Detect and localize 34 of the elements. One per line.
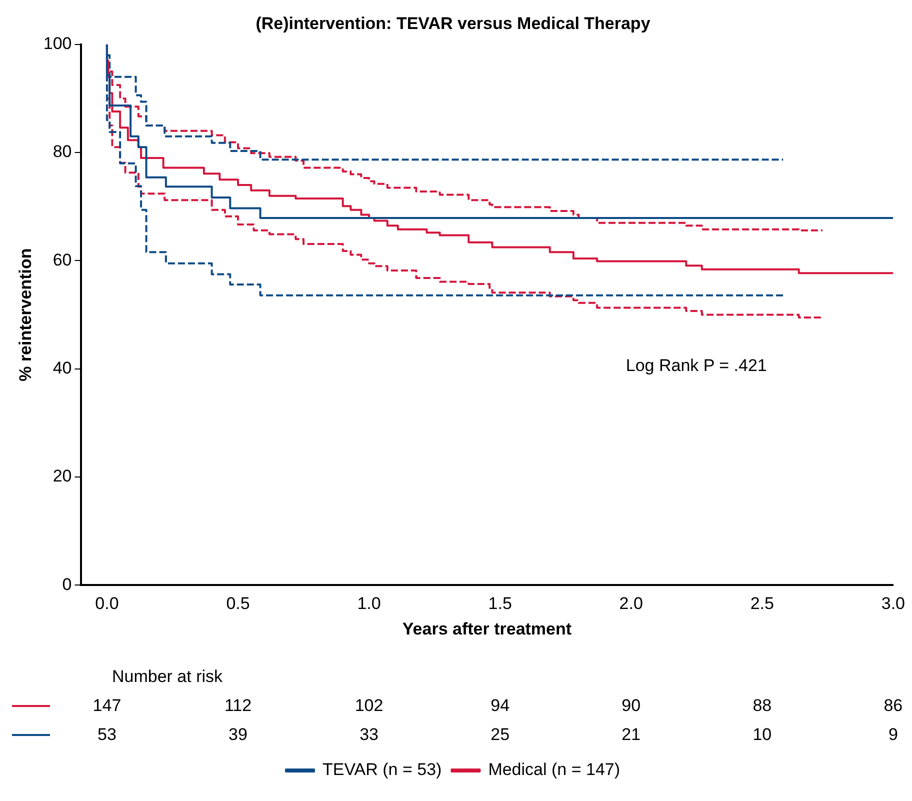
text: 39 xyxy=(228,724,248,744)
text: 9 xyxy=(888,724,898,744)
text: 21 xyxy=(622,724,641,744)
y-tick-label: 40 xyxy=(52,358,72,378)
y-tick-label: 60 xyxy=(52,250,72,270)
text: 86 xyxy=(884,696,903,715)
x-axis-title: Years after treatment xyxy=(402,619,572,638)
x-tick-label: 1.0 xyxy=(357,594,381,614)
text: 90 xyxy=(622,696,641,715)
y-tick-label: 0 xyxy=(62,574,72,594)
x-tick-label: 2.0 xyxy=(619,594,643,614)
x-tick-label: 0.5 xyxy=(226,594,250,614)
legend-label: Medical (n = 147) xyxy=(488,760,620,780)
text: 10 xyxy=(752,724,772,744)
text: 102 xyxy=(354,696,384,715)
x-tick-label: 0.0 xyxy=(95,594,119,614)
text: 25 xyxy=(490,724,510,744)
y-tick-label: 80 xyxy=(52,142,72,162)
text: 147 xyxy=(92,696,122,715)
x-tick-label: 2.5 xyxy=(750,594,774,614)
text: 33 xyxy=(360,724,379,744)
y-tick-label: 100 xyxy=(43,34,72,54)
y-axis-title: % reintervention xyxy=(16,248,35,382)
text: 88 xyxy=(752,696,772,715)
x-tick-label: 3.0 xyxy=(881,594,906,614)
chart-title: (Re)intervention: TEVAR versus Medical Therapy xyxy=(256,14,651,33)
y-tick-label: 20 xyxy=(52,466,72,486)
annotation: Log Rank P = .421 xyxy=(626,356,767,375)
legend-label: TEVAR (n = 53) xyxy=(322,760,442,780)
x-tick-label: 1.5 xyxy=(488,594,512,614)
text: 94 xyxy=(490,696,510,715)
text: 112 xyxy=(224,696,252,715)
text: Number at risk xyxy=(112,666,224,686)
text: 53 xyxy=(98,724,116,744)
